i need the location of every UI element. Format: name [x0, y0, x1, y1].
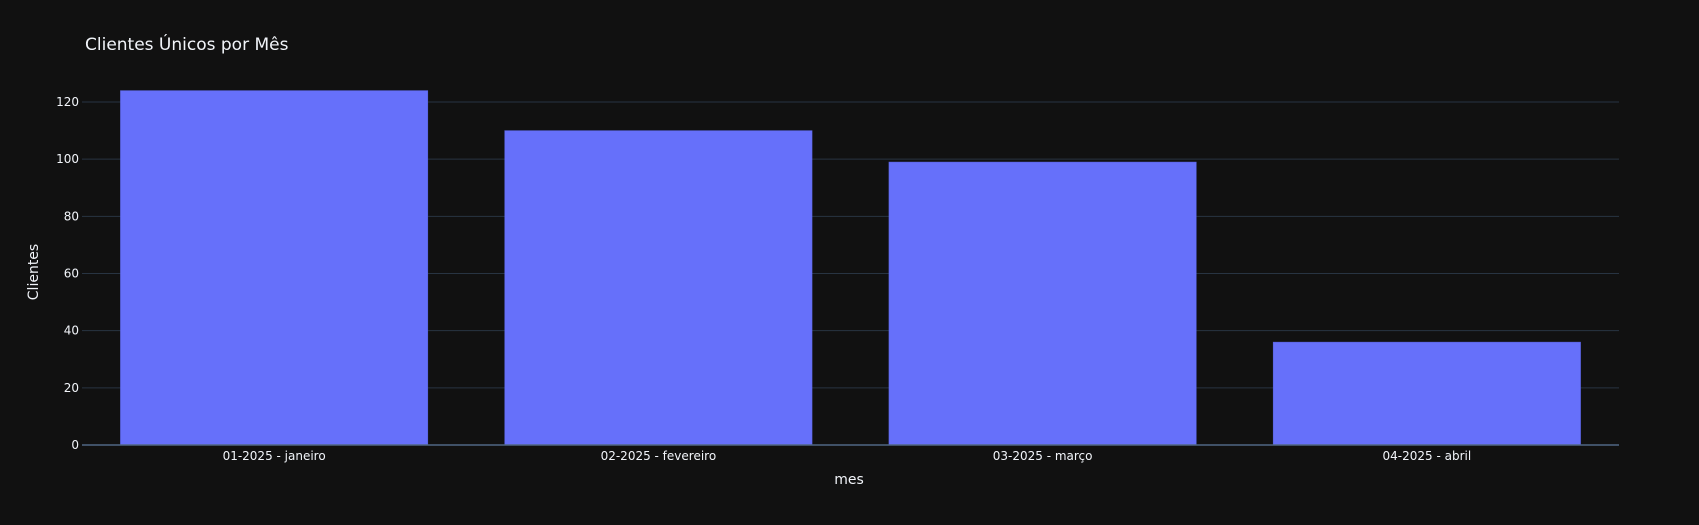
bar-3 — [888, 161, 1197, 446]
x-tick-label-1: 01-2025 - janeiro — [223, 449, 326, 463]
y-tick-label-0: 0 — [71, 438, 79, 452]
y-tick-label-20: 20 — [64, 381, 79, 395]
y-tick-label-100: 100 — [56, 152, 79, 166]
axes: 0 20 40 60 80 100 120 01-2025 - janeiro 02-2025 … — [56, 95, 1619, 463]
bar-2 — [504, 130, 813, 446]
x-axis-title: mes — [834, 472, 864, 488]
chart-title: Clientes Únicos por Mês — [85, 33, 289, 55]
y-tick-label-60: 60 — [64, 267, 79, 281]
x-tick-label-2: 02-2025 - fevereiro — [601, 449, 717, 463]
y-tick-label-80: 80 — [64, 209, 79, 223]
y-axis-title: Clientes — [26, 244, 42, 300]
x-tick-label-4: 04-2025 - abril — [1383, 449, 1472, 463]
bars — [120, 90, 1581, 446]
bar-4 — [1272, 341, 1581, 446]
bar-1 — [120, 90, 429, 446]
x-tick-label-3: 03-2025 - março — [993, 449, 1093, 463]
y-tick-label-120: 120 — [56, 95, 79, 109]
y-tick-label-40: 40 — [64, 324, 79, 338]
